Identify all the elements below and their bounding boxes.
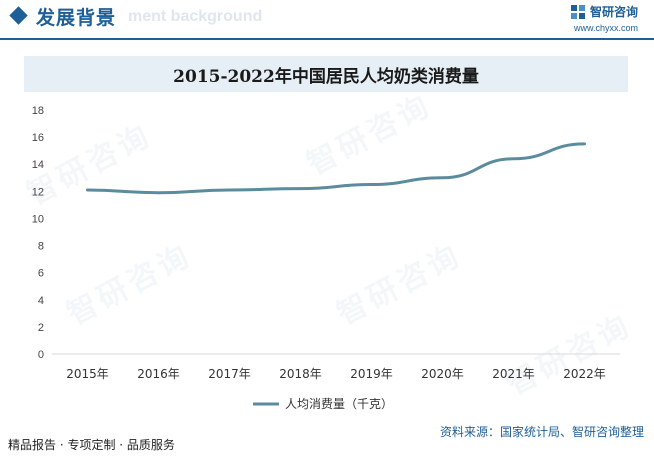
x-tick-label: 2020年 bbox=[421, 367, 464, 381]
legend: 人均消费量（千克） bbox=[253, 397, 393, 411]
x-axis: 2015年 2016年 2017年 2018年 2019年 2020年 2021年 2022年 bbox=[66, 367, 606, 381]
y-tick-label: 18 bbox=[32, 105, 44, 117]
chart-title-band: 2015-2022年中国居民人均奶类消费量 bbox=[24, 56, 628, 92]
header-divider bbox=[0, 38, 654, 40]
brand-logo-icon bbox=[570, 4, 585, 19]
y-tick-label: 16 bbox=[32, 132, 44, 144]
source-note: 资料来源：国家统计局、智研咨询整理 bbox=[439, 425, 644, 439]
x-tick-label: 2021年 bbox=[492, 367, 535, 381]
y-tick-label: 14 bbox=[32, 159, 44, 171]
x-tick-label: 2016年 bbox=[137, 367, 180, 381]
line-chart: 0 2 4 6 8 10 12 14 16 18 2015年 2016年 2017年 2018年 2019… bbox=[32, 105, 620, 411]
y-axis: 0 2 4 6 8 10 12 14 16 18 bbox=[32, 105, 44, 361]
legend-label: 人均消费量（千克） bbox=[285, 397, 393, 411]
footer-slogan: 精品报告 · 专项定制 · 品质服务 bbox=[8, 438, 175, 452]
y-tick-label: 0 bbox=[38, 349, 44, 361]
x-tick-label: 2018年 bbox=[279, 367, 322, 381]
page-header: 发展背景 ment background 智研咨询 www.chyxx.com bbox=[0, 0, 654, 40]
x-tick-label: 2019年 bbox=[350, 367, 393, 381]
y-tick-label: 8 bbox=[38, 241, 44, 253]
y-tick-label: 6 bbox=[38, 268, 44, 280]
y-tick-label: 2 bbox=[38, 322, 44, 334]
y-tick-label: 12 bbox=[32, 186, 44, 198]
chart-title: 2015-2022年中国居民人均奶类消费量 bbox=[173, 66, 479, 87]
page-subtitle: ment background bbox=[128, 8, 263, 25]
brand-url: www.chyxx.com bbox=[573, 23, 638, 33]
brand-name: 智研咨询 bbox=[589, 5, 638, 19]
x-tick-label: 2015年 bbox=[66, 367, 109, 381]
series-layer bbox=[86, 142, 586, 195]
y-tick-label: 4 bbox=[38, 295, 44, 307]
y-tick-label: 10 bbox=[32, 213, 44, 225]
brand: 智研咨询 www.chyxx.com bbox=[570, 3, 638, 33]
x-tick-label: 2017年 bbox=[208, 367, 251, 381]
series-line bbox=[86, 142, 586, 195]
page-title: 发展背景 bbox=[36, 7, 117, 29]
x-tick-label: 2022年 bbox=[563, 367, 606, 381]
